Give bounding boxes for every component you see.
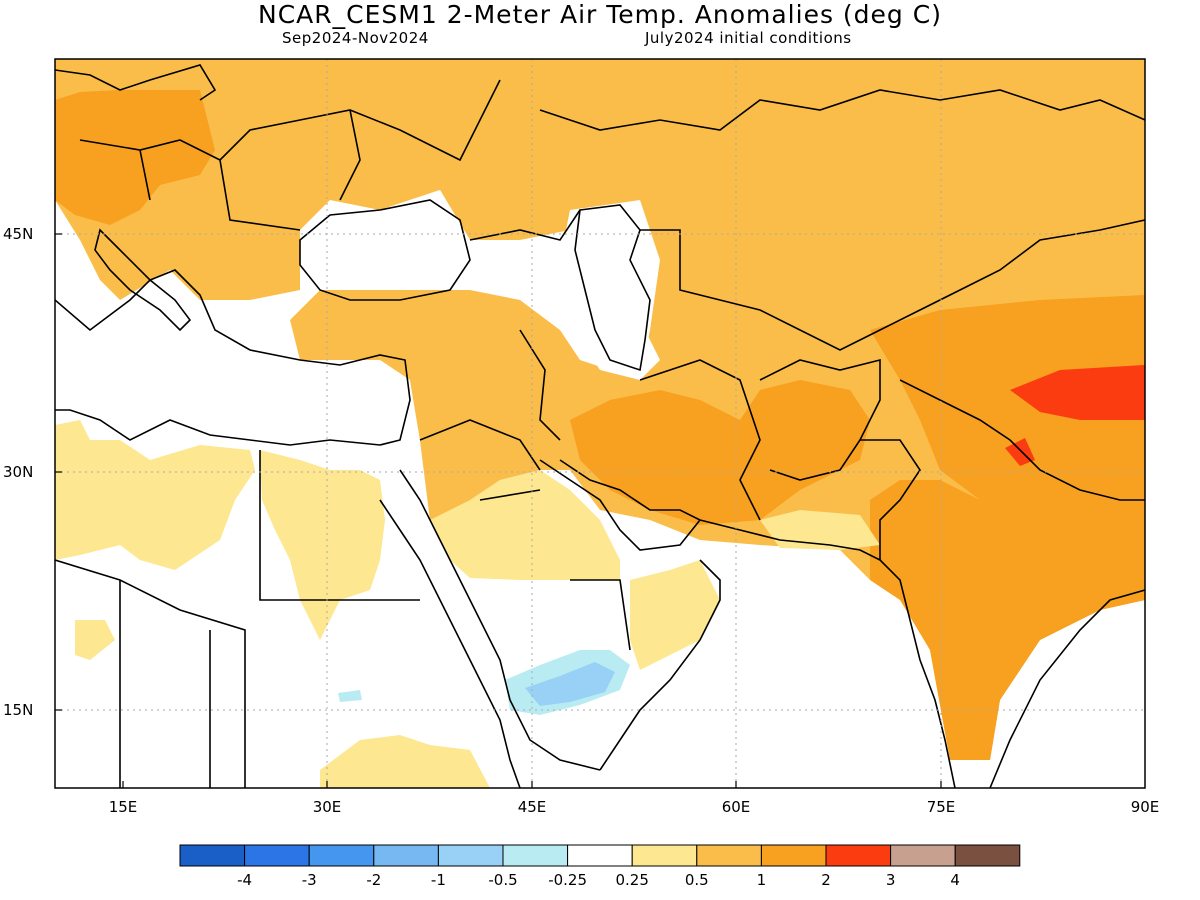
border-pakistan <box>860 439 921 560</box>
colorbar-label: 4 <box>950 871 960 889</box>
colorbar-label: 0.25 <box>615 871 648 889</box>
coast-iran-pakistan <box>699 519 881 561</box>
colorbar-label: 0.5 <box>685 871 709 889</box>
colorbar-swatch <box>631 844 698 867</box>
colorbar-swatch <box>437 844 504 867</box>
colorbar-swatch <box>244 844 310 867</box>
colorbar-label: -1 <box>431 871 446 889</box>
map-title: NCAR_CESM1 2-Meter Air Temp. Anomalies (… <box>258 0 942 29</box>
border-kazakhstan <box>539 89 1145 131</box>
coast-caspian <box>574 204 651 372</box>
field-india-orange <box>870 480 1145 760</box>
lat-label-15n: 15N <box>3 701 33 719</box>
colorbar-label: -3 <box>302 871 317 889</box>
field-horn-yellow <box>320 735 490 788</box>
colorbar-swatch <box>825 844 892 867</box>
field-north-africa-yellow <box>55 420 255 570</box>
field-sudan-yellow <box>75 620 115 660</box>
coast-india <box>879 559 956 788</box>
colorbar-label: -4 <box>237 871 252 889</box>
border-north-africa <box>55 450 420 788</box>
field-sudan-light-blue <box>338 690 362 702</box>
lon-label-90e: 90E <box>1131 798 1160 816</box>
coast-black-sea <box>299 199 471 301</box>
colorbar-label: -0.5 <box>488 871 517 889</box>
field-europe-orange <box>55 90 215 225</box>
coast-baltic <box>55 64 217 101</box>
field-tibet-orange <box>870 295 1145 520</box>
colorbar-swatch <box>373 844 439 867</box>
coast-mediterranean <box>55 269 411 446</box>
colorbar-label: -2 <box>366 871 381 889</box>
lon-label-75e: 75E <box>927 798 956 816</box>
coast-red-sea-east <box>399 469 601 771</box>
anomaly-fields <box>55 59 1145 788</box>
field-tibet-red <box>1010 365 1145 420</box>
colorbar-label: 1 <box>757 871 767 889</box>
border-iran <box>519 329 761 521</box>
colorbar-swatch <box>502 844 569 867</box>
lat-label-30n: 30N <box>3 463 33 481</box>
coast-india-east <box>989 589 1145 788</box>
field-arabia-orange <box>410 380 570 520</box>
colorbar-label: 2 <box>821 871 831 889</box>
coast-italy <box>94 228 192 332</box>
coastlines <box>55 64 1145 788</box>
field-egypt-yellow <box>260 450 385 640</box>
colorbar-swatch <box>890 844 956 867</box>
field-pakistan-yellow <box>760 510 880 550</box>
lon-label-30e: 30E <box>313 798 342 816</box>
field-iran-orange <box>570 380 870 525</box>
border-china-india <box>899 379 1145 501</box>
border-europe <box>79 79 501 231</box>
colorbar-swatch <box>760 844 827 867</box>
forecast-period: Sep2024-Nov2024 <box>282 29 429 47</box>
colorbar: -4 -3 -2 -1 -0.5 -0.25 0.25 0.5 1 2 3 4 <box>179 844 1021 889</box>
lat-label-45n: 45N <box>3 225 33 243</box>
coast-persian-gulf <box>539 459 702 551</box>
border-arabia-interior <box>419 419 631 651</box>
map-frame <box>54 58 1146 789</box>
tick-marks <box>55 233 942 788</box>
border-afghanistan <box>759 358 881 481</box>
field-arabia-yellow <box>430 470 620 580</box>
colorbar-swatch <box>696 844 762 867</box>
coast-red-sea-west <box>379 499 521 788</box>
lon-label-15e: 15E <box>109 798 138 816</box>
field-nepal-red <box>1005 438 1035 466</box>
field-yemen-blue <box>525 662 615 706</box>
border-central-asia <box>469 209 1145 351</box>
colorbar-label: -0.25 <box>548 871 587 889</box>
colorbar-swatch <box>567 844 633 867</box>
field-black-sea-white <box>300 190 470 290</box>
grid-lines <box>55 59 1145 788</box>
initial-conditions: July2024 initial conditions <box>645 29 852 47</box>
colorbar-label: 3 <box>886 871 896 889</box>
lon-label-60e: 60E <box>722 798 751 816</box>
coast-arabia-south <box>599 559 721 771</box>
colorbar-swatch <box>179 844 246 867</box>
colorbar-swatch <box>308 844 375 867</box>
colorbar-swatch <box>954 844 1021 867</box>
lon-label-45e: 45E <box>518 798 547 816</box>
field-oman-yellow <box>630 560 720 670</box>
